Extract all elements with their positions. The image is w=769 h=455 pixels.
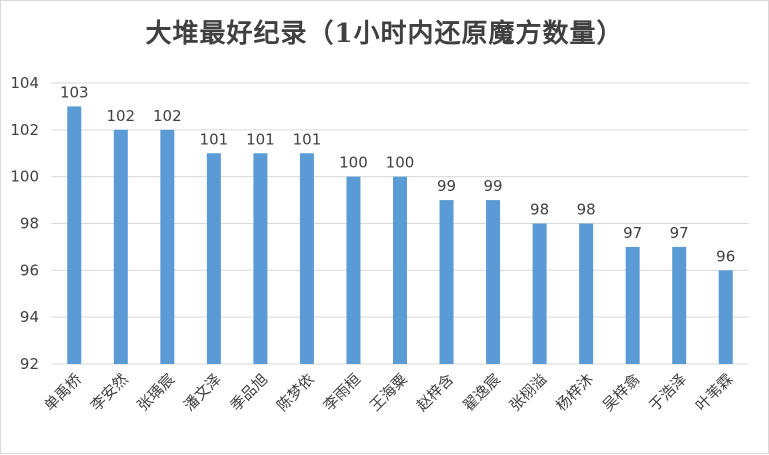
- y-tick-label: 94: [20, 308, 39, 326]
- data-label: 103: [60, 83, 89, 101]
- data-label: 101: [293, 130, 322, 148]
- chart-title: 大堆最好纪录（1小时内还原魔方数量）: [145, 19, 624, 49]
- data-label: 102: [153, 107, 182, 125]
- x-tick-label: 杨梓沐: [552, 370, 597, 415]
- bar: [67, 106, 82, 365]
- y-tick-label: 98: [20, 215, 39, 233]
- y-tick-label: 92: [20, 355, 39, 373]
- data-label: 101: [200, 130, 229, 148]
- y-tick-label: 104: [10, 74, 39, 92]
- x-tick-label: 单禹桥: [41, 370, 86, 415]
- bar: [718, 270, 733, 364]
- bar: [346, 176, 361, 364]
- x-tick-label: 李雨桓: [320, 370, 365, 415]
- y-tick-label: 96: [20, 261, 39, 279]
- data-label: 99: [437, 177, 456, 195]
- bar: [299, 153, 314, 364]
- x-tick-label: 王海粟: [366, 370, 411, 415]
- data-label: 100: [386, 154, 415, 172]
- data-label: 96: [716, 247, 735, 265]
- x-tick-label: 季品旭: [227, 370, 272, 415]
- bar: [625, 246, 640, 364]
- bar: [393, 176, 407, 364]
- x-tick-label: 叶苇霖: [692, 370, 737, 415]
- bar: [486, 200, 501, 364]
- bar: [206, 153, 221, 364]
- bar: [253, 153, 268, 364]
- data-label: 97: [623, 224, 642, 242]
- bar: [439, 200, 454, 364]
- x-tick-label: 张栩溢: [506, 370, 551, 415]
- x-tick-label: 赵梓含: [413, 370, 458, 415]
- data-label: 98: [577, 201, 596, 219]
- data-label: 98: [530, 201, 549, 219]
- data-label: 99: [484, 177, 503, 195]
- x-tick-label: 于浩泽: [645, 370, 690, 415]
- bar: [113, 129, 128, 364]
- bar: [579, 223, 594, 364]
- x-tick-label: 陈梦依: [273, 370, 318, 415]
- x-tick-label: 张瑀宸: [134, 370, 179, 415]
- bar: [160, 129, 175, 364]
- x-tick-label: 吴梓翕: [599, 370, 644, 415]
- bar: [532, 223, 547, 364]
- data-label: 101: [246, 130, 275, 148]
- x-tick-label: 翟逸宸: [459, 370, 504, 415]
- y-tick-label: 102: [10, 121, 39, 139]
- x-tick-label: 潘文泽: [180, 370, 225, 415]
- bar: [672, 246, 687, 364]
- data-label: 102: [106, 107, 135, 125]
- data-label: 100: [339, 154, 368, 172]
- y-tick-label: 100: [10, 168, 39, 186]
- x-tick-label: 李安然: [87, 370, 132, 415]
- data-label: 97: [670, 224, 689, 242]
